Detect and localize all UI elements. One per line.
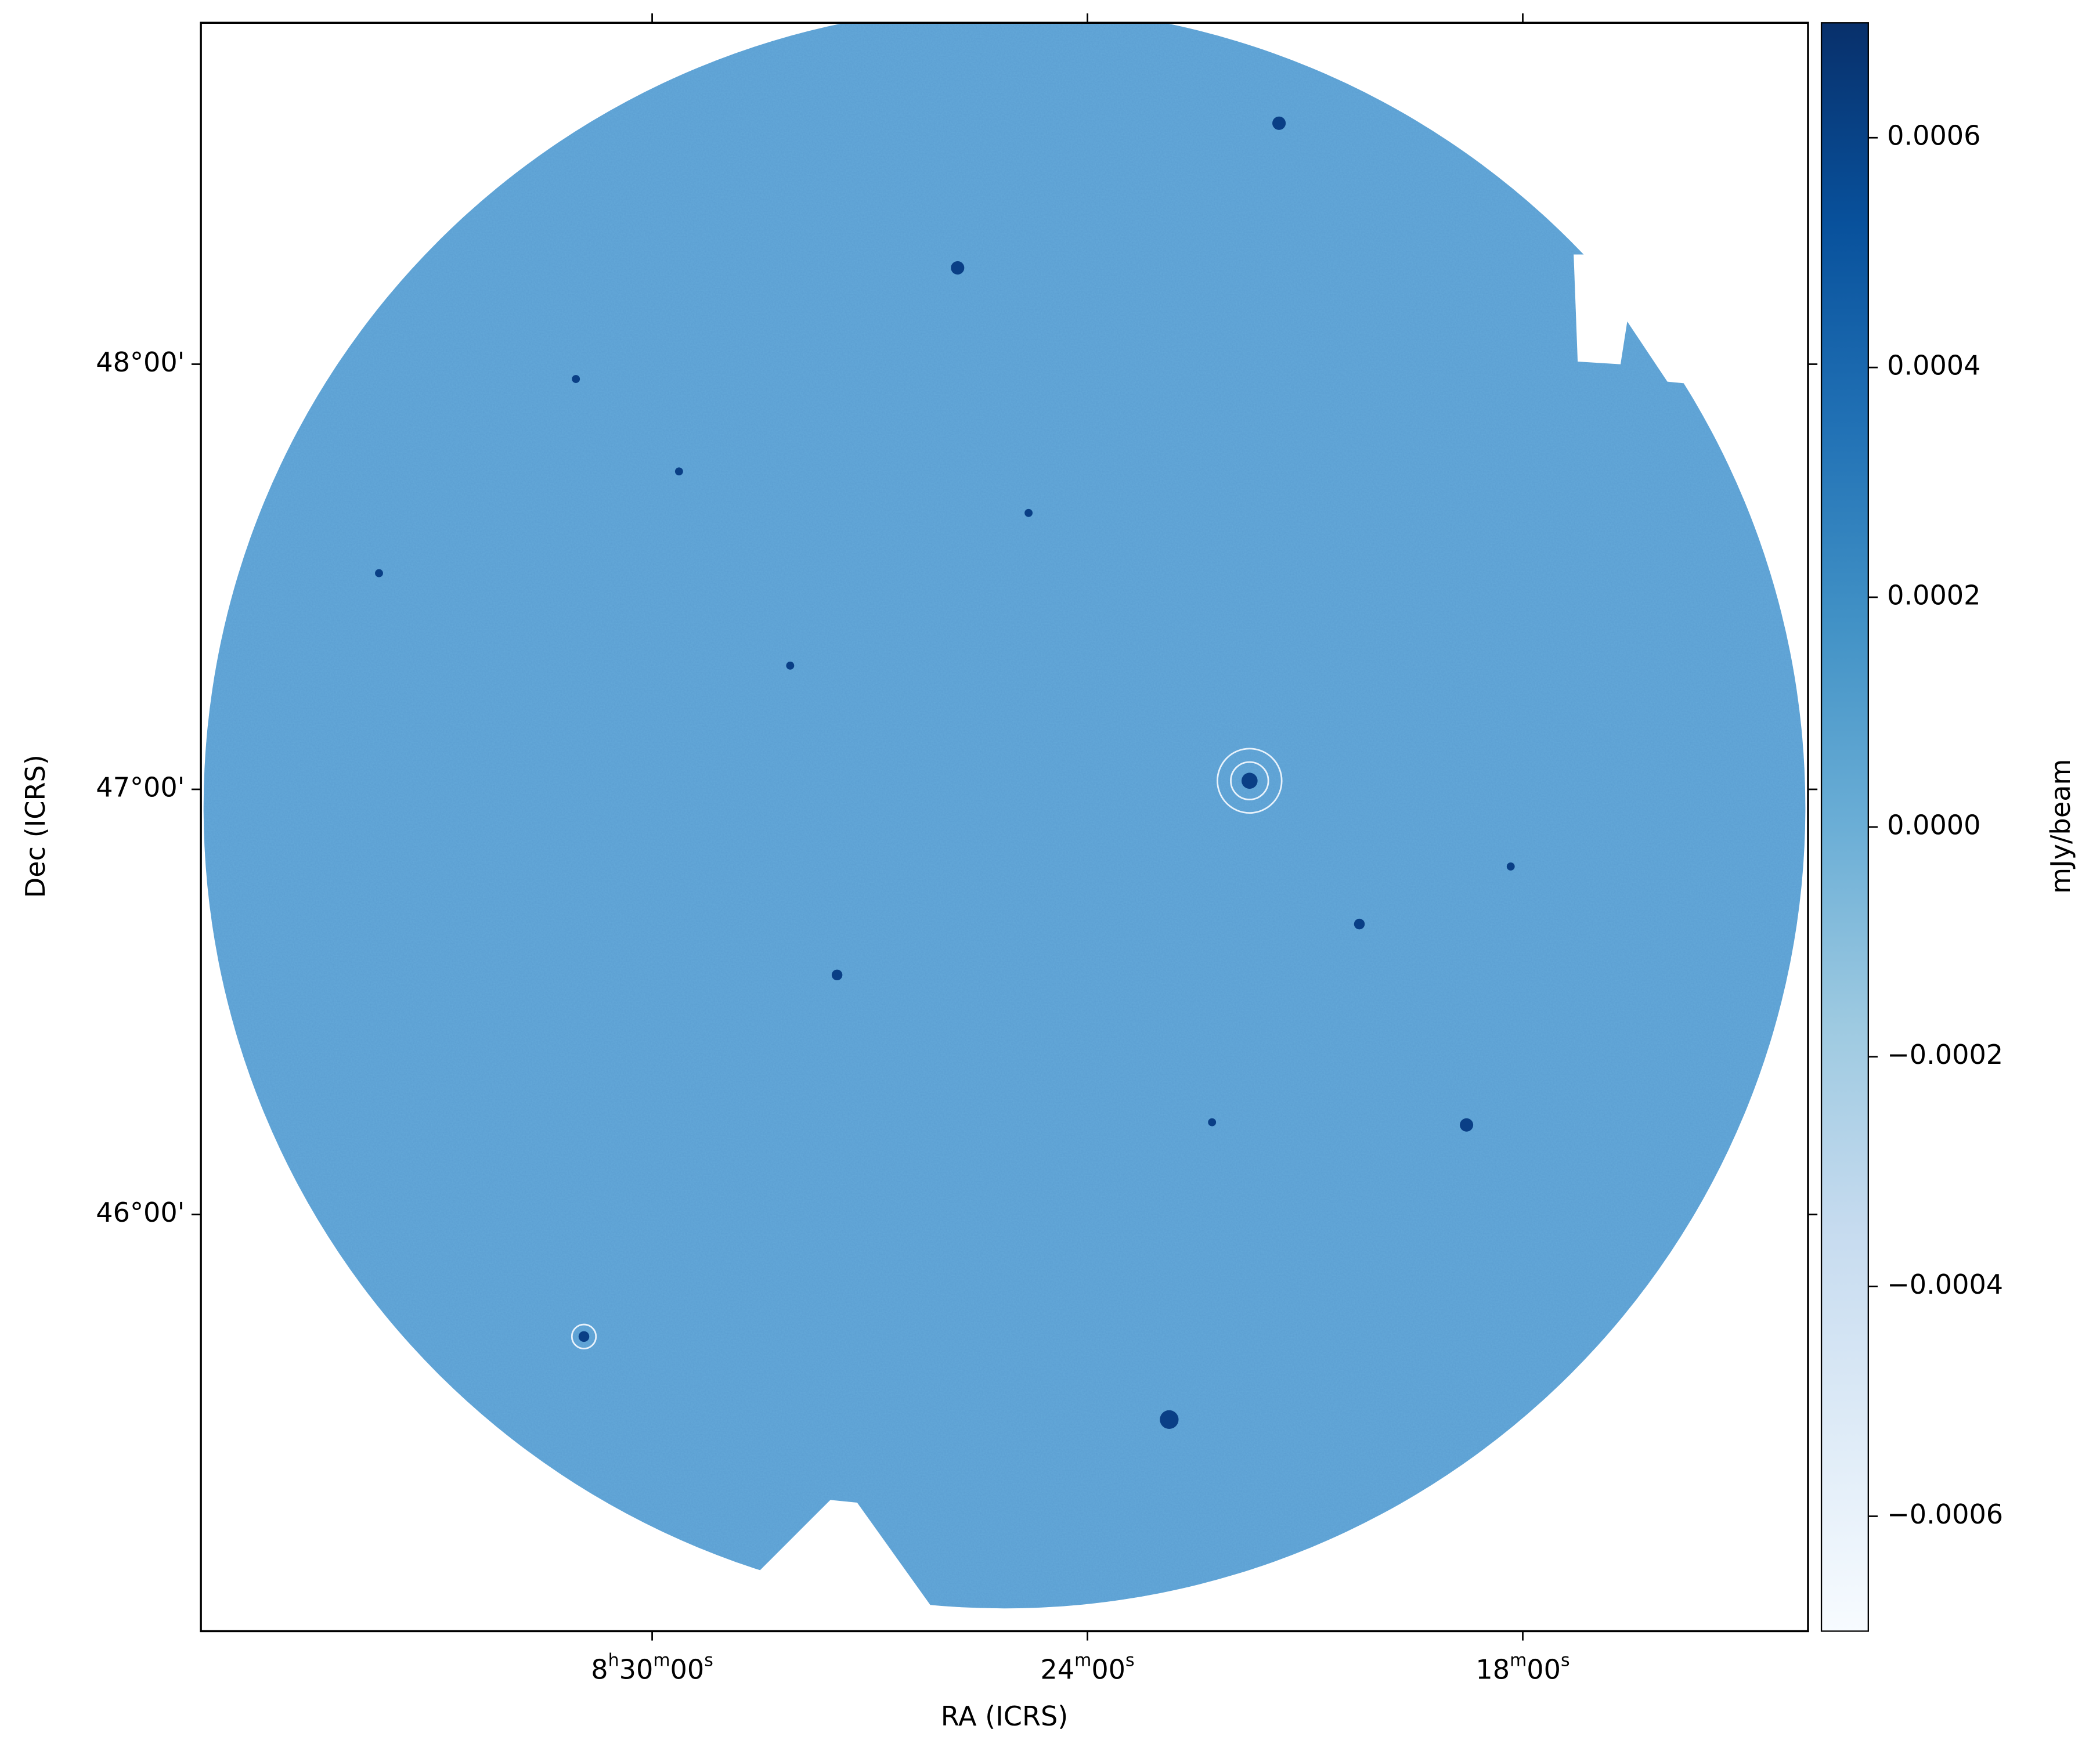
x-axis-label: RA (ICRS)	[941, 1701, 1069, 1732]
x-tick-label: 8h30m00s	[591, 1651, 713, 1685]
plot-frame	[200, 21, 1809, 1633]
colorbar-label: mJy/beam	[2045, 759, 2076, 894]
y-axis-label: Dec (ICRS)	[20, 755, 51, 898]
colorbar-tick-label: −0.0006	[1887, 1499, 2003, 1530]
y-tick-label: 47°00'	[96, 772, 185, 803]
colorbar	[1820, 22, 1869, 1632]
y-tick-label: 48°00'	[96, 346, 185, 378]
x-tick-label: 18m00s	[1475, 1651, 1569, 1685]
sky-texture	[204, 23, 1805, 1608]
mask-cutout	[699, 1500, 949, 1631]
colorbar-tick-label: −0.0002	[1887, 1039, 2003, 1070]
x-tick-label: 24m00s	[1040, 1651, 1134, 1685]
bright-sources	[375, 116, 1515, 1429]
source-rings	[571, 748, 1283, 1349]
colorbar-tick-label: 0.0006	[1887, 120, 1980, 151]
sky-image	[204, 23, 1808, 1631]
y-tick-label: 46°00'	[96, 1197, 185, 1228]
colorbar-tick-label: −0.0004	[1887, 1269, 2003, 1300]
colorbar-tick-label: 0.0000	[1887, 809, 1980, 840]
colorbar-tick-label: 0.0002	[1887, 579, 1980, 611]
colorbar-tick-label: 0.0004	[1887, 350, 1980, 381]
mask-cutout	[1574, 254, 1808, 396]
